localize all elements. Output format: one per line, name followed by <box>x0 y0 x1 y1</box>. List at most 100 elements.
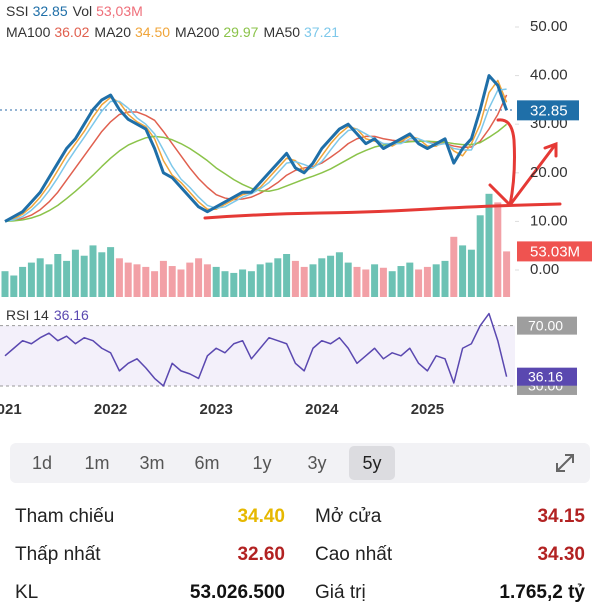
range-selector: 1d 1m 3m 6m 1y 3y 5y <box>10 443 590 483</box>
x-tick-label: 2021 <box>0 401 22 418</box>
x-tick-label: 2022 <box>94 401 127 418</box>
stat: Tham chiếu 34.40 <box>15 506 285 528</box>
stats: Tham chiếu 34.40 Mở cửa 34.15 Thấp nhất 32.60… <box>15 498 585 612</box>
stat-value: 34.30 <box>537 544 585 565</box>
volume-tag <box>517 241 592 262</box>
label-part: Vol <box>73 3 92 19</box>
rsi-title: RSI 14 36.16 <box>6 307 89 323</box>
volume-bar <box>45 264 53 297</box>
x-tick-label: 2023 <box>200 401 233 418</box>
x-tick-label: 2025 <box>411 401 444 418</box>
price-tick-label: 20.00 <box>530 164 568 181</box>
volume-bar <box>274 258 282 297</box>
volume-bar <box>71 249 79 297</box>
stat: Giá trị 1.765,2 tỷ <box>315 582 585 604</box>
volume-bar <box>142 266 150 297</box>
volume-bar <box>27 262 35 297</box>
stat-label: Cao nhất <box>315 544 393 565</box>
volume-bar <box>450 236 458 297</box>
rsi-line <box>4 312 508 387</box>
volume-bar <box>89 245 97 297</box>
volume-bar <box>115 258 123 297</box>
volume-bar <box>291 260 299 297</box>
price-tick-label: 40.00 <box>530 67 568 84</box>
rsi-current-tag <box>517 367 577 386</box>
volume-bar <box>467 249 475 297</box>
price-tick-label: 10.00 <box>530 212 568 229</box>
price-tick-label: 50.00 <box>530 18 568 35</box>
price-line <box>4 74 509 223</box>
stat: Mở cửa 34.15 <box>315 506 585 528</box>
rsi-band <box>0 325 515 386</box>
volume-bar <box>212 266 220 297</box>
label-part: MA20 <box>94 24 131 40</box>
rsi-current-label: 36.16 <box>528 368 563 384</box>
volume-bar <box>362 269 370 297</box>
volume-bar <box>159 260 167 297</box>
volume-bar <box>371 264 379 297</box>
label-part: 36.16 <box>54 307 89 323</box>
volume-bar <box>327 255 335 297</box>
ma-line <box>4 88 507 223</box>
range-button[interactable]: 1y <box>252 453 272 473</box>
label-part: 32.85 <box>33 3 68 19</box>
volume-bar <box>63 260 71 297</box>
volume-bar <box>459 245 467 297</box>
stat: Thấp nhất 32.60 <box>15 544 285 566</box>
volume-bar <box>485 193 493 297</box>
volume-bar <box>186 262 194 297</box>
volume-bar <box>124 262 132 297</box>
stat-label: Giá trị <box>315 582 366 603</box>
volume-bar <box>230 272 238 297</box>
stat-label: KL <box>15 582 39 603</box>
range-button[interactable]: 5y <box>349 446 395 480</box>
label-part: RSI 14 <box>6 307 49 323</box>
volume-bar <box>335 252 343 297</box>
price-tick-label: 0.00 <box>530 261 559 278</box>
volume-bar <box>318 258 326 297</box>
label-part: 36.02 <box>54 24 89 40</box>
volume-bar <box>203 264 211 297</box>
ma-line <box>4 94 508 223</box>
volume-bar <box>168 266 176 297</box>
volume-bar <box>221 271 229 297</box>
volume-bar <box>239 269 247 297</box>
annotation-arrow <box>488 141 558 207</box>
volume-bar <box>309 264 317 297</box>
stat-label: Tham chiếu <box>15 506 115 527</box>
volume-bar <box>107 247 115 297</box>
volume-bar <box>494 202 502 297</box>
range-button[interactable]: 3y <box>307 453 327 473</box>
range-button[interactable]: 6m <box>194 453 220 473</box>
volume-bar <box>54 254 62 297</box>
volume-bar <box>256 264 264 297</box>
ma-line <box>4 123 508 223</box>
volume-bar <box>36 258 44 297</box>
rsi-tick-label: 70.00 <box>528 317 563 333</box>
volume-bar <box>177 269 185 297</box>
range-button[interactable]: 1m <box>84 453 110 473</box>
stat-value: 34.40 <box>237 506 285 527</box>
annotation-curve <box>496 118 516 207</box>
label-part: 37.21 <box>304 24 339 40</box>
volume-bar <box>98 252 106 297</box>
volume-bar <box>388 271 396 297</box>
price-tag-label: 32.85 <box>530 102 568 119</box>
labels-layer: 0.0010.0020.0030.0040.0050.0020212022202… <box>0 3 592 418</box>
annotation-line <box>203 202 562 220</box>
label-part: SSI <box>6 3 29 19</box>
stat-value: 32.60 <box>237 544 285 565</box>
label-part: 53,03M <box>96 3 143 19</box>
range-button[interactable]: 1d <box>31 453 53 473</box>
volume-bar <box>1 271 9 297</box>
expand-icon[interactable] <box>554 452 576 474</box>
volume-bar <box>415 269 423 297</box>
volume-bar <box>283 254 291 297</box>
ma-line <box>4 79 508 223</box>
volume-bar <box>80 255 88 297</box>
volume-bar <box>441 260 449 297</box>
ma-legend: MA100 36.02 MA20 34.50 MA200 29.97 MA50 37.21 <box>6 24 339 40</box>
range-button[interactable]: 3m <box>139 453 165 473</box>
stat: Cao nhất 34.30 <box>315 544 585 566</box>
